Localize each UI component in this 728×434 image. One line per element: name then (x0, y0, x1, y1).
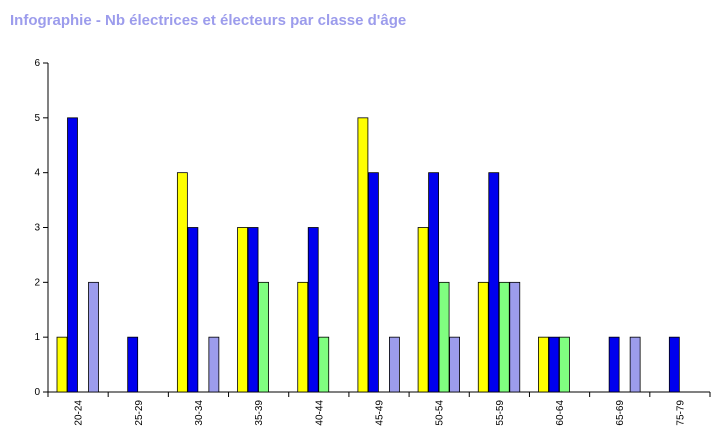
bar-series-2-45-49 (368, 172, 379, 393)
bar-series-3-50-54 (438, 281, 450, 393)
y-tick-label: 2 (34, 277, 40, 288)
bar-series-1-40-44 (297, 281, 309, 393)
x-tick-label: 50-54 (435, 400, 446, 426)
y-tick-label: 3 (34, 223, 40, 234)
bar-series-1-50-54 (417, 227, 429, 393)
y-tick-label: 1 (34, 332, 40, 343)
y-tick-label: 5 (34, 113, 40, 124)
x-tick-label: 20-24 (74, 400, 85, 426)
x-tick-label: 55-59 (495, 400, 506, 426)
bar-series-1-20-24 (56, 336, 68, 393)
bar-series-4-20-24 (88, 281, 99, 393)
y-tick-label: 4 (34, 168, 40, 179)
x-tick-label: 35-39 (254, 400, 265, 426)
bar-series-2-65-69 (608, 336, 620, 393)
bar-series-3-40-44 (318, 336, 330, 393)
x-tick-label: 30-34 (194, 400, 205, 426)
bar-series-4-45-49 (389, 336, 400, 393)
bar-series-2-40-44 (307, 227, 319, 393)
bar-series-1-55-59 (477, 281, 489, 393)
bar-series-2-35-39 (247, 227, 259, 393)
bar-series-2-75-79 (668, 336, 680, 393)
bar-series-3-55-59 (498, 281, 510, 393)
x-tick-label: 40-44 (314, 400, 325, 426)
bar-series-1-60-64 (538, 336, 549, 393)
bar-series-1-35-39 (237, 227, 248, 393)
bar-series-2-20-24 (67, 117, 78, 393)
bar-series-2-55-59 (488, 172, 500, 393)
bar-series-2-60-64 (548, 336, 560, 393)
x-tick-label: 25-29 (134, 400, 145, 426)
x-tick-label: 45-49 (375, 400, 386, 426)
bar-series-4-65-69 (629, 336, 641, 393)
bar-series-3-35-39 (258, 281, 269, 393)
bar-series-2-25-29 (127, 336, 139, 393)
x-tick-label: 65-69 (615, 400, 626, 426)
chart-title: Infographie - Nb électrices et électeurs… (10, 12, 407, 29)
bar-series-4-30-34 (208, 336, 220, 393)
bar-series-2-30-34 (187, 227, 199, 393)
x-tick-label: 60-64 (555, 400, 566, 426)
bar-series-3-60-64 (559, 336, 570, 393)
y-tick-label: 0 (34, 387, 40, 398)
bar-series-4-50-54 (449, 336, 460, 393)
bar-series-4-55-59 (509, 281, 521, 393)
bar-series-1-30-34 (176, 172, 188, 393)
y-tick-label: 6 (34, 58, 40, 69)
bar-series-2-50-54 (428, 172, 439, 393)
x-tick-label: 75-79 (675, 400, 686, 426)
bar-series-1-45-49 (357, 117, 369, 393)
